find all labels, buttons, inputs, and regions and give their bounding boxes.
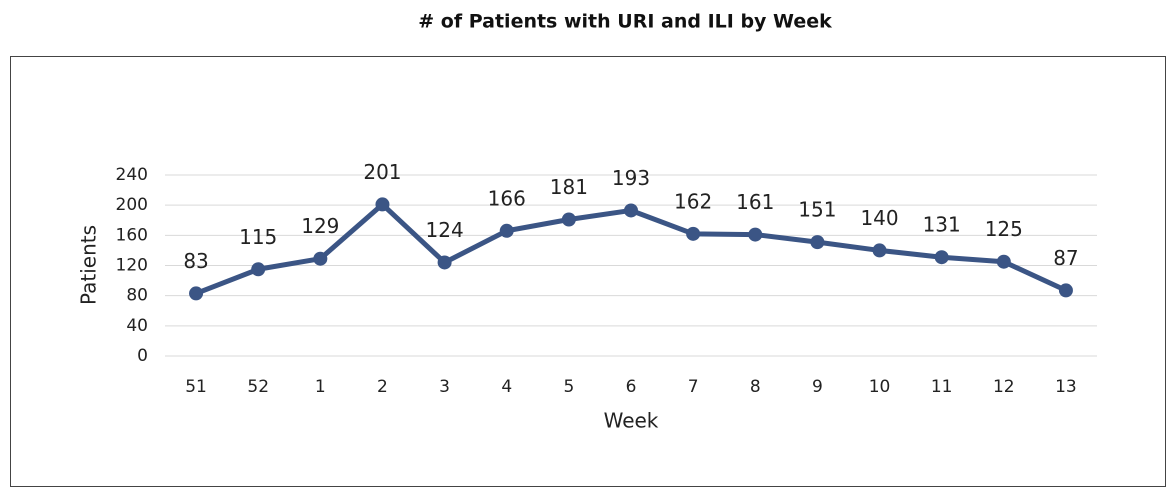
x-tick-label: 13: [1055, 377, 1077, 397]
data-point: [437, 255, 452, 270]
data-label: 193: [612, 166, 650, 190]
data-label: 166: [488, 186, 526, 210]
y-tick-label: 120: [116, 256, 148, 276]
data-point: [561, 212, 576, 227]
data-point: [189, 286, 204, 301]
y-tick-label: 200: [116, 195, 148, 215]
chart-frame: [10, 56, 1166, 487]
x-tick-label: 6: [626, 377, 637, 397]
data-label: 83: [183, 249, 208, 273]
data-point: [251, 262, 266, 277]
x-tick-label: 8: [750, 377, 761, 397]
x-tick-label: 51: [185, 377, 207, 397]
x-tick-label: 10: [869, 377, 891, 397]
x-tick-label: 4: [501, 377, 512, 397]
x-axis-title: Week: [604, 409, 659, 433]
x-tick-label: 11: [931, 377, 953, 397]
y-tick-label: 40: [126, 316, 148, 336]
data-point: [748, 227, 763, 242]
y-tick-label: 80: [126, 286, 148, 306]
y-tick-label: 0: [137, 346, 148, 366]
x-tick-label: 52: [247, 377, 269, 397]
x-tick-label: 9: [812, 377, 823, 397]
data-label: 87: [1053, 246, 1078, 270]
data-point: [499, 223, 514, 238]
chart-title: # of Patients with URI and ILI by Week: [418, 11, 832, 33]
data-point: [1058, 283, 1073, 298]
data-label: 125: [985, 217, 1023, 241]
x-tick-label: 5: [563, 377, 574, 397]
x-tick-label: 12: [993, 377, 1015, 397]
data-point: [375, 197, 390, 212]
data-label: 161: [736, 190, 774, 214]
x-tick-label: 7: [688, 377, 699, 397]
x-tick-label: 3: [439, 377, 450, 397]
data-label: 131: [923, 213, 961, 237]
y-tick-label: 240: [116, 165, 148, 185]
data-label: 115: [239, 225, 277, 249]
data-label: 151: [798, 198, 836, 222]
data-point: [872, 243, 887, 258]
data-point: [996, 254, 1011, 269]
data-label: 181: [550, 175, 588, 199]
data-point: [934, 250, 949, 265]
x-tick-label: 1: [315, 377, 326, 397]
data-point: [624, 203, 638, 218]
y-axis-title: Patients: [77, 225, 101, 305]
data-point: [686, 226, 701, 241]
data-label: 124: [426, 218, 464, 242]
data-label: 129: [301, 214, 339, 238]
data-label: 140: [860, 206, 898, 230]
data-point: [313, 251, 328, 266]
data-point: [810, 235, 825, 250]
data-label: 162: [674, 189, 712, 213]
y-tick-label: 160: [116, 225, 148, 245]
x-tick-label: 2: [377, 377, 388, 397]
data-label: 201: [363, 160, 401, 184]
